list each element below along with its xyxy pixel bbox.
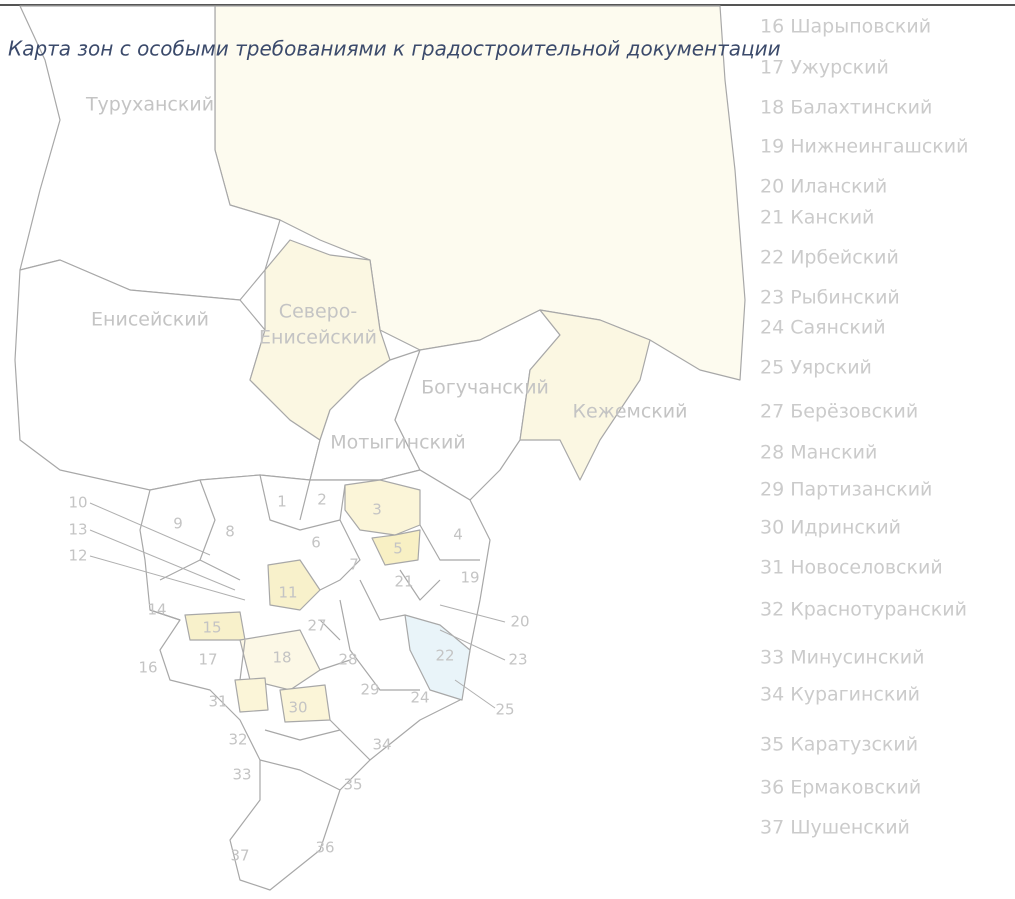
district-number: 14 (147, 601, 166, 619)
district-number: 21 (394, 573, 413, 591)
legend-item: 34 Курагинский (760, 684, 920, 706)
legend-item: 28 Манский (760, 442, 877, 464)
district-number: 18 (272, 649, 291, 667)
district-number: 28 (338, 651, 357, 669)
legend-item: 19 Нижнеингашский (760, 136, 968, 158)
district-number: 6 (311, 534, 321, 552)
district-number: 1 (277, 493, 287, 511)
district-number: 13 (68, 521, 87, 539)
district-number: 17 (198, 651, 217, 669)
district-number: 27 (307, 617, 326, 635)
district-number: 37 (230, 847, 249, 865)
legend-item: 35 Каратузский (760, 734, 918, 756)
district-number: 31 (208, 693, 227, 711)
region-label: Енисейский (259, 327, 377, 349)
legend-item: 31 Новоселовский (760, 557, 943, 579)
district-number: 29 (360, 681, 379, 699)
legend-item: 18 Балахтинский (760, 97, 932, 119)
district-number: 35 (343, 776, 362, 794)
legend-item: 27 Берёзовский (760, 401, 918, 423)
district-31 (235, 678, 268, 712)
district-number: 32 (228, 731, 247, 749)
legend-item: 23 Рыбинский (760, 287, 900, 309)
region-label: Мотыгинский (330, 432, 465, 454)
legend-item: 37 Шушенский (760, 817, 910, 839)
district-number: 33 (232, 766, 251, 784)
legend-item: 17 Ужурский (760, 57, 889, 79)
district-number: 11 (278, 584, 297, 602)
legend-item: 22 Ирбейский (760, 247, 899, 269)
legend-item: 29 Партизанский (760, 479, 932, 501)
district-number: 25 (495, 701, 514, 719)
district-number: 16 (138, 659, 157, 677)
map-title: Карта зон с особыми требованиями к градо… (8, 37, 781, 61)
district-number: 12 (68, 547, 87, 565)
district-number: 20 (510, 613, 529, 631)
district-number: 22 (435, 647, 454, 665)
district-number: 4 (453, 526, 463, 544)
district-number: 10 (68, 494, 87, 512)
district-number: 19 (460, 569, 479, 587)
district-number: 2 (317, 491, 327, 509)
region-label: Туруханский (85, 94, 214, 116)
map-page: Карта зон с особыми требованиями к градо… (0, 0, 1015, 899)
district-number: 7 (349, 556, 359, 574)
legend-item: 25 Уярский (760, 357, 872, 379)
district-number: 9 (173, 515, 183, 533)
legend-item: 16 Шарыповский (760, 16, 931, 38)
district-number: 15 (202, 619, 221, 637)
district-number: 30 (288, 699, 307, 717)
legend-item: 24 Саянский (760, 317, 886, 339)
legend-item: 30 Идринский (760, 517, 901, 539)
district-number: 5 (393, 540, 403, 558)
district-number: 36 (315, 839, 334, 857)
district-number: 3 (372, 501, 382, 519)
legend-item: 20 Иланский (760, 176, 887, 198)
district-number: 24 (410, 689, 429, 707)
legend-item: 33 Минусинский (760, 647, 924, 669)
region-label: Северо- (279, 301, 357, 323)
region-label: Кежемский (573, 401, 688, 423)
district-number: 34 (372, 736, 391, 754)
district-number: 8 (225, 523, 235, 541)
legend-item: 32 Краснотуранский (760, 599, 967, 621)
legend-item: 21 Канский (760, 207, 874, 229)
district-number: 23 (508, 651, 527, 669)
legend-item: 36 Ермаковский (760, 777, 921, 799)
region-label: Енисейский (91, 309, 209, 331)
region-label: Богучанский (421, 377, 549, 399)
